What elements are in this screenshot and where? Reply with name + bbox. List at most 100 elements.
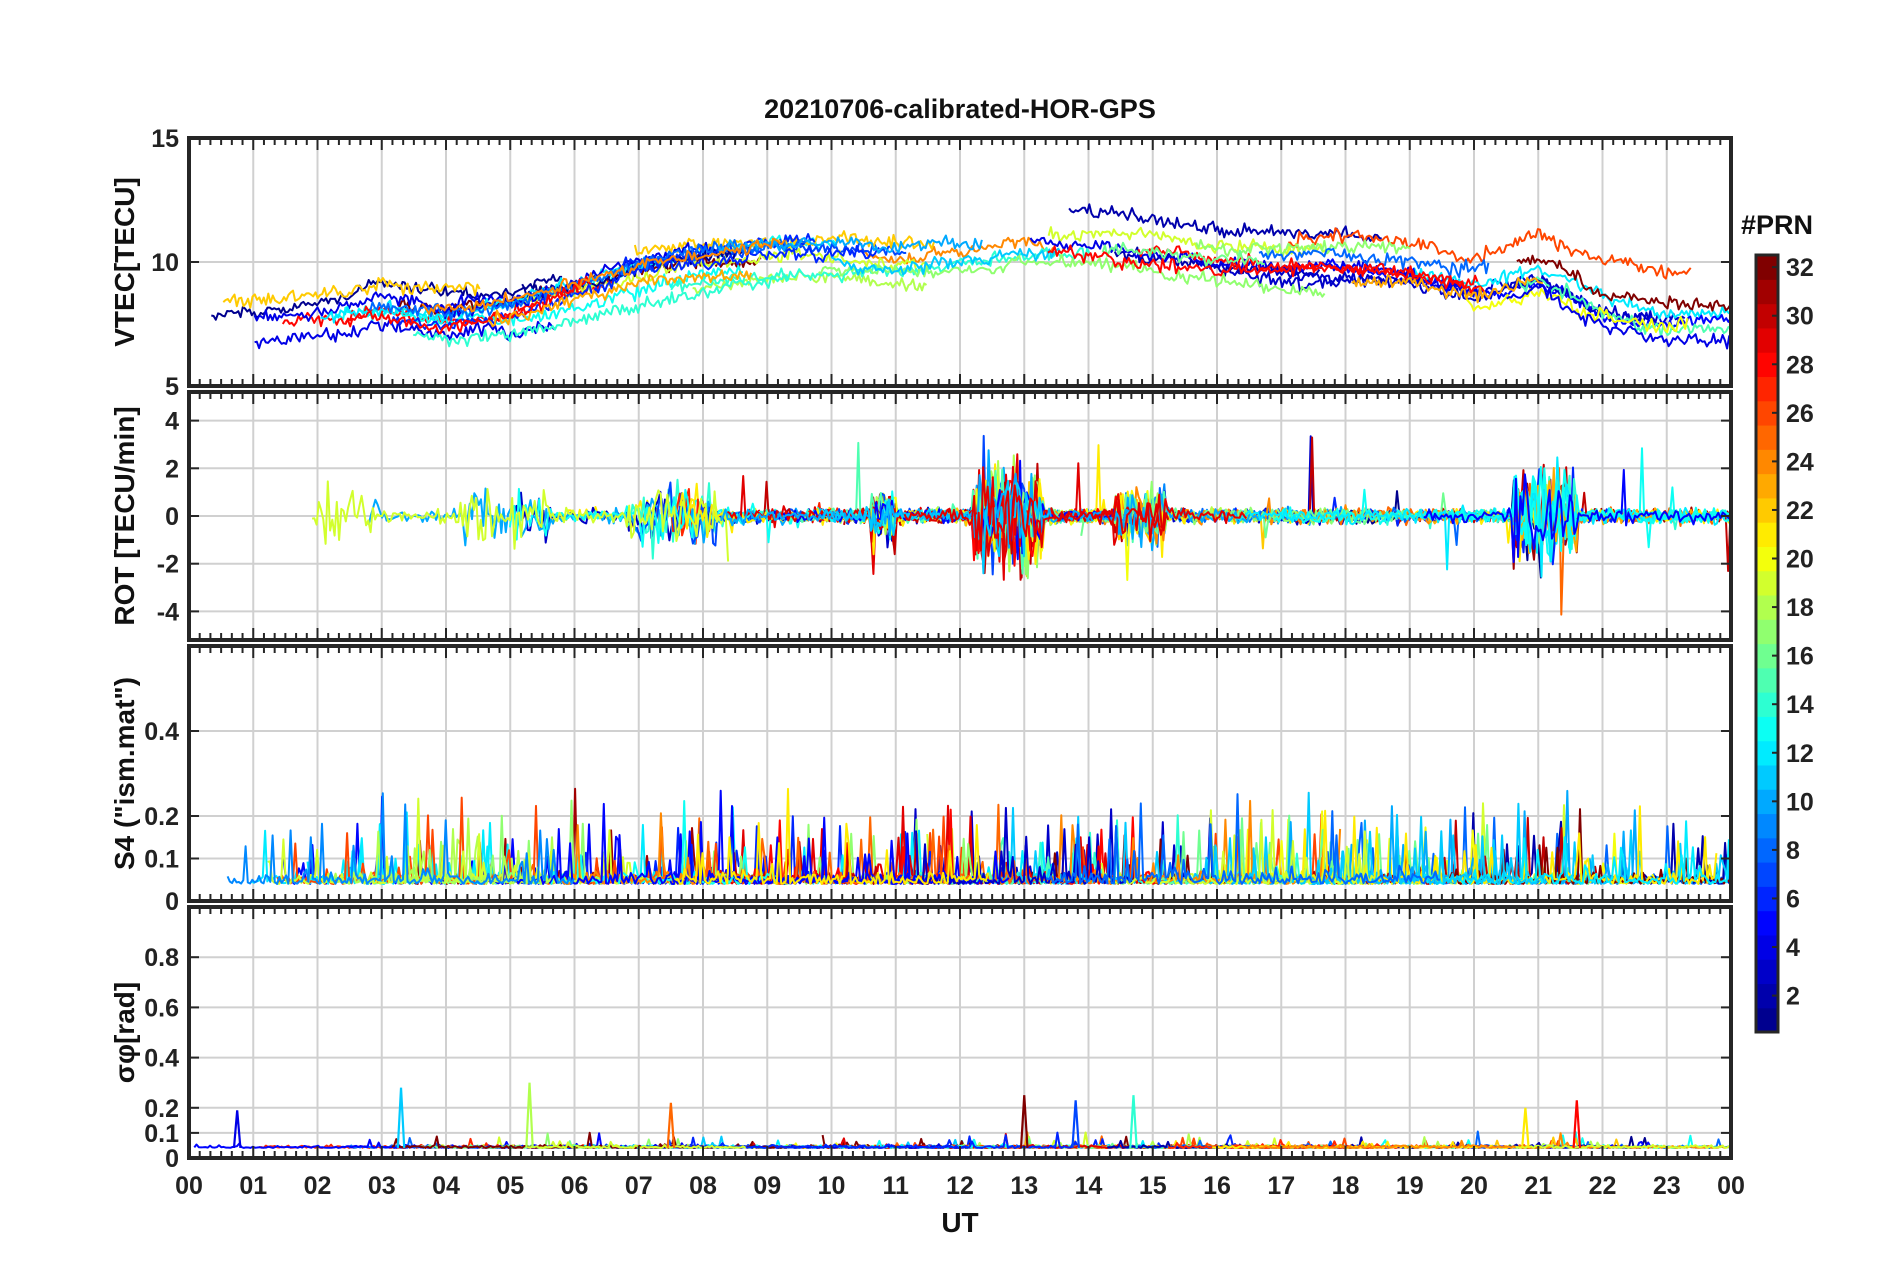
- colorbar-swatch: [1756, 667, 1778, 693]
- series-line: [1448, 447, 1731, 554]
- y-tick-label: 0: [165, 503, 179, 531]
- grid-sigma_phi: [189, 907, 1731, 1158]
- colorbar-frame: [1754, 253, 1780, 1034]
- spike-mark: [396, 1087, 406, 1149]
- series-line: [515, 245, 931, 307]
- spike-mark: [1019, 1095, 1029, 1149]
- colorbar-swatch: [1756, 1007, 1778, 1033]
- series-line: [830, 247, 1062, 276]
- colorbar-swatch: [1756, 352, 1778, 378]
- series-line: [1245, 1132, 1730, 1149]
- series-line: [1515, 1143, 1730, 1149]
- colorbar-swatch: [1756, 789, 1778, 815]
- colorbar-tick-label: 16: [1786, 643, 1814, 671]
- x-tick-label: 00: [1717, 1172, 1745, 1200]
- colorbar-swatch: [1756, 837, 1778, 863]
- series-line: [1047, 244, 1479, 290]
- series-line: [992, 806, 1257, 885]
- y-tick-label: 15: [151, 125, 179, 153]
- colorbar-swatch: [1756, 473, 1778, 499]
- series-line: [1101, 241, 1265, 268]
- series-line: [1068, 203, 1383, 242]
- spike-mark: [1521, 1107, 1530, 1149]
- tick-marks: [188, 907, 1732, 1159]
- tick-marks: [188, 137, 1732, 387]
- spike-mark: [666, 1102, 676, 1149]
- y-tick-label: 4: [165, 408, 179, 436]
- colorbar-swatch: [1756, 449, 1778, 475]
- series-line: [421, 237, 786, 315]
- y-tick-label: 0.1: [144, 1120, 179, 1148]
- series-line: [1463, 288, 1689, 334]
- y-tick-label: 5: [165, 373, 179, 401]
- x-axis-label: UT: [941, 1207, 978, 1238]
- y-tick-label: -4: [157, 598, 179, 626]
- y-axis-label-sigma_phi: σφ[rad]: [109, 982, 140, 1083]
- colorbar-swatch: [1756, 813, 1778, 839]
- series-line: [1423, 468, 1731, 563]
- y-tick-label: 0.2: [144, 1095, 179, 1123]
- colorbar-tick-label: 30: [1786, 303, 1814, 331]
- x-axis: 00 01 02 03 04 05 06 07 08 09 10 11 12 13 14 15 16 17 18 19…: [175, 1172, 1745, 1200]
- series-line: [1273, 467, 1731, 563]
- y-tick-label: 0.4: [144, 718, 179, 746]
- x-tick-label: 14: [1075, 1172, 1103, 1200]
- colorbar-swatch: [1756, 692, 1778, 717]
- series-line: [1518, 276, 1731, 338]
- panel-s4: 0 0.1 0.2 0.4S4 ("ism.mat"): [109, 644, 1733, 916]
- colorbar-swatch: [1756, 546, 1778, 572]
- series-line: [332, 817, 553, 885]
- series-line: [311, 480, 730, 562]
- y-tick-label: 0.2: [144, 803, 179, 831]
- spike-mark: [1071, 1100, 1080, 1149]
- chart-title: 20210706-calibrated-HOR-GPS: [764, 94, 1156, 124]
- colorbar-swatch: [1756, 716, 1778, 742]
- series-line: [717, 234, 983, 254]
- series-line: [1267, 265, 1660, 325]
- y-tick-label: 0.6: [144, 994, 179, 1022]
- series-line: [720, 449, 1138, 549]
- y-tick-label: 0.1: [144, 846, 179, 874]
- x-tick-label: 20: [1460, 1172, 1488, 1200]
- grid-vtec: [189, 138, 1731, 386]
- colorbar-tick-label: 12: [1786, 740, 1814, 768]
- colorbar-swatch: [1756, 934, 1778, 960]
- colorbar-tick-label: 18: [1786, 594, 1814, 622]
- x-tick-label: 23: [1653, 1172, 1681, 1200]
- x-tick-label: 21: [1524, 1172, 1552, 1200]
- colorbar-tick-label: 8: [1786, 837, 1800, 865]
- tick-marks: [188, 646, 1732, 902]
- colorbar-swatch: [1756, 740, 1778, 766]
- colorbar-swatch: [1756, 959, 1778, 985]
- series-line: [1351, 274, 1544, 304]
- x-tick-label: 19: [1396, 1172, 1424, 1200]
- colorbar-swatch: [1756, 424, 1778, 450]
- x-tick-label: 10: [818, 1172, 846, 1200]
- x-tick-label: 18: [1332, 1172, 1360, 1200]
- colorbar-swatch: [1756, 983, 1778, 1009]
- series-rot: [311, 434, 1731, 616]
- series-s4: [226, 787, 1731, 885]
- series-line: [1045, 793, 1440, 885]
- series-sigma_phi: [193, 1082, 1731, 1149]
- spike-mark: [232, 1110, 242, 1149]
- y-axis-label-s4: S4 ("ism.mat"): [109, 677, 140, 870]
- colorbar-title: #PRN: [1741, 210, 1813, 240]
- series-line: [211, 273, 563, 321]
- colorbar-swatch: [1756, 862, 1778, 887]
- x-tick-label: 16: [1203, 1172, 1231, 1200]
- y-tick-label: 0: [165, 1145, 179, 1173]
- colorbar-tick-label: 6: [1786, 885, 1800, 913]
- x-tick-label: 11: [883, 1172, 910, 1200]
- series-line: [226, 792, 575, 885]
- colorbar-swatch: [1756, 570, 1778, 596]
- x-tick-label: 09: [753, 1172, 781, 1200]
- colorbar-swatch: [1756, 303, 1778, 329]
- x-tick-label: 05: [496, 1172, 524, 1200]
- series-line: [390, 245, 880, 331]
- spike-mark: [1129, 1095, 1138, 1149]
- colorbar-tick-label: 26: [1786, 400, 1814, 428]
- series-line: [413, 273, 790, 348]
